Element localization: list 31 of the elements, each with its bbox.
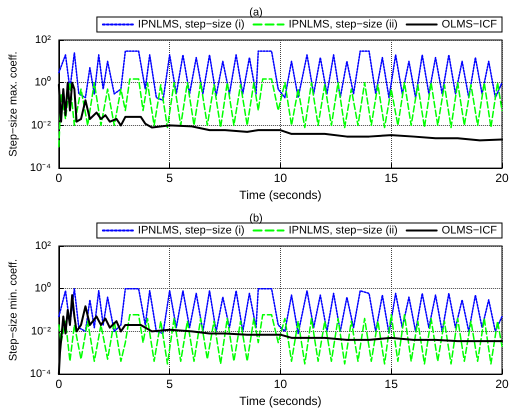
- y-tick-label: 10⁻²: [30, 325, 52, 338]
- legend-label: OLMS−ICF: [442, 18, 498, 30]
- x-tick-label: 10: [274, 377, 288, 392]
- legend-label: OLMS−ICF: [442, 224, 498, 236]
- y-axis-title: Step−size min. coeff.: [8, 258, 20, 362]
- x-tick-label: 20: [495, 377, 509, 392]
- x-tick-label: 0: [56, 171, 63, 186]
- line-series: [58, 288, 503, 334]
- x-tick-label: 5: [166, 377, 174, 392]
- x-tick-label: 5: [166, 171, 174, 186]
- x-tick-label: 0: [56, 377, 63, 392]
- y-tick-label: 10⁰: [34, 76, 51, 89]
- x-axis-title: Time (seconds): [239, 394, 322, 408]
- y-tick-label: 10²: [34, 34, 52, 46]
- y-axis-title: Step−size max. coeff.: [8, 51, 20, 157]
- x-tick-label: 15: [384, 377, 398, 392]
- legend-label: IPNLMS, step−size (i): [138, 18, 245, 30]
- x-tick-label: 10: [274, 171, 288, 186]
- x-axis-title: Time (seconds): [239, 188, 322, 202]
- x-tick-label: 15: [384, 171, 398, 186]
- legend-label: IPNLMS, step−size (ii): [288, 224, 398, 236]
- y-tick-label: 10⁻²: [30, 119, 52, 132]
- line-series: [58, 314, 503, 365]
- x-tick-label: 20: [495, 171, 509, 186]
- y-tick-label: 10⁻⁴: [30, 368, 52, 380]
- y-tick-label: 10⁻⁴: [30, 162, 52, 174]
- legend-label: IPNLMS, step−size (ii): [288, 18, 398, 30]
- legend-label: IPNLMS, step−size (i): [138, 224, 245, 236]
- line-series: [58, 50, 503, 102]
- y-tick-label: 10⁰: [34, 282, 51, 295]
- y-tick-label: 10²: [34, 240, 52, 252]
